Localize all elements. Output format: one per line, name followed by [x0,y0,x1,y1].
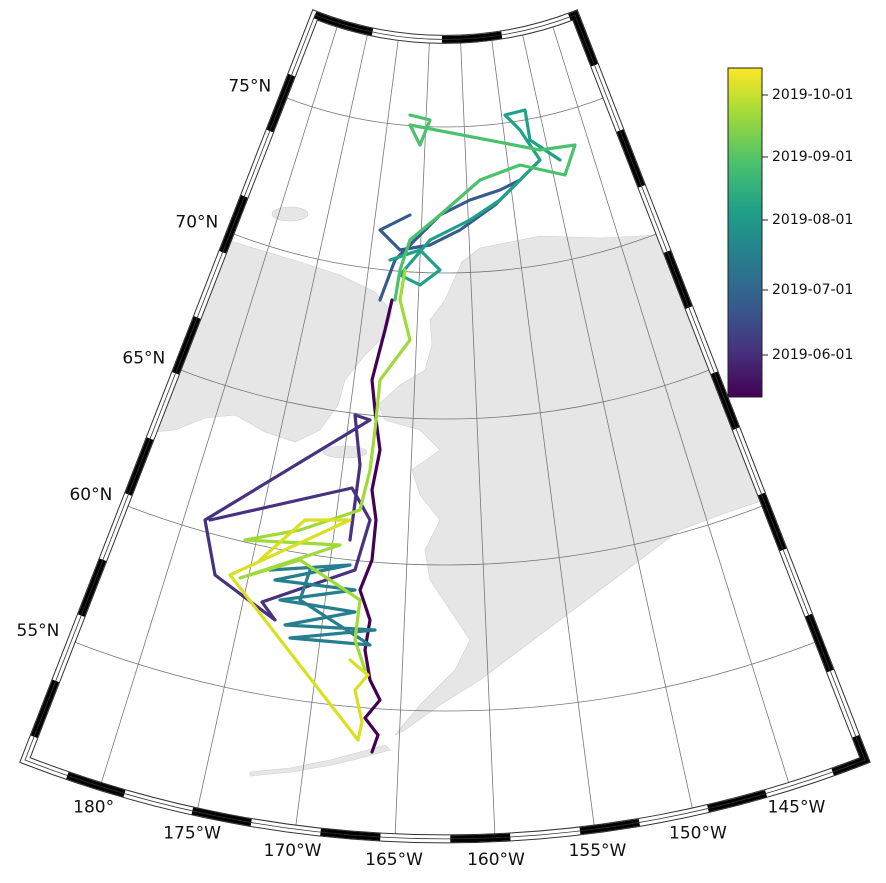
track [268,563,377,647]
colorbar-label: 2019-07-01 [772,282,853,298]
longitude-label: 145°W [768,797,826,817]
frame-inner [24,14,866,840]
latitude-label: 75°N [228,77,271,97]
track [228,518,370,742]
parallel [83,487,807,566]
longitude-label: 160°W [467,850,525,870]
meridian [393,18,431,839]
colorbar-label: 2019-09-01 [772,149,853,165]
meridian [545,15,797,806]
meridian [488,16,598,839]
meridian [93,15,345,806]
track [203,413,372,622]
chukotka [152,239,393,443]
parallel [25,620,865,712]
meridian [459,18,497,839]
track [238,268,412,672]
colorbar-label: 2019-08-01 [772,212,853,228]
parallel [202,220,688,274]
meridian [192,15,373,832]
track [388,108,562,287]
graticule [25,15,865,839]
ship-tracks [203,108,577,754]
parallel [143,354,747,420]
latitude-label: 70°N [175,213,218,233]
colorbar-label: 2019-10-01 [772,87,853,103]
latitude-label: 55°N [17,621,60,641]
colorbar-label: 2019-06-01 [772,347,853,363]
colorbar: 2019-10-01 2019-09-01 2019-08-01 2019-07-01… [727,67,853,398]
latitude-label: 60°N [69,485,112,505]
longitude-label: 175°W [163,824,221,844]
longitude-label: 155°W [569,841,627,861]
latitude-label: 65°N [122,349,165,369]
axis-labels: 75°N 70°N 65°N 60°N 55°N 180° 175°W 170°W 165°W 1… [17,77,826,870]
aleutians [249,744,391,777]
track [358,298,394,754]
parallel [262,87,628,128]
longitude-label: 165°W [365,850,423,870]
longitude-label: 180° [73,797,114,817]
wrangel-island [271,206,309,222]
track [393,113,577,302]
colorbar-ramp [727,67,763,398]
longitude-label: 170°W [264,841,322,861]
longitude-label: 150°W [669,824,727,844]
